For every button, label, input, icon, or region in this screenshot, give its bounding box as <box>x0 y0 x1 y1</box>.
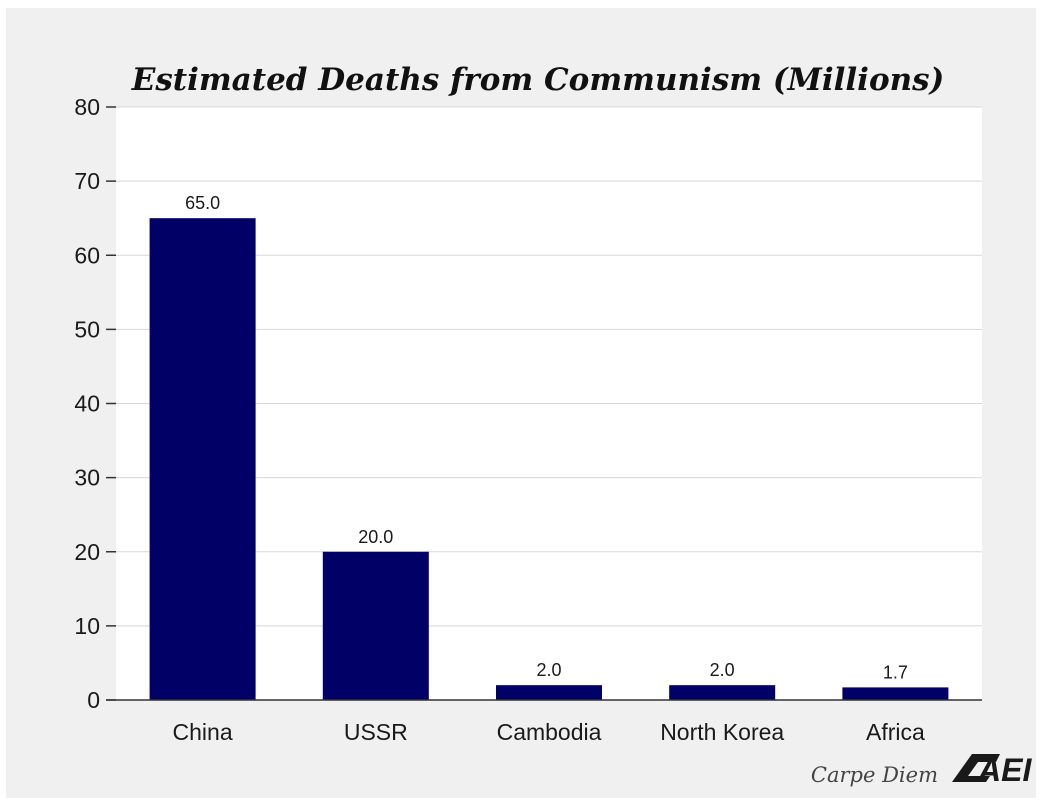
data-label: 2.0 <box>710 660 735 680</box>
y-tick-label: 40 <box>74 391 100 417</box>
bars: 65.0 20.0 2.0 2.0 1.7 <box>149 193 949 700</box>
bar-cambodia <box>496 685 602 700</box>
y-tick-label: 80 <box>74 94 100 120</box>
bar-africa <box>842 687 949 700</box>
y-tick-label: 60 <box>74 242 100 268</box>
x-tick-label: Africa <box>866 719 925 745</box>
data-label: 65.0 <box>185 193 220 213</box>
y-tick-label: 70 <box>74 168 100 194</box>
credit-text: Carpe Diem <box>811 763 938 787</box>
chart-title: Estimated Deaths from Communism (Million… <box>131 62 945 98</box>
bar-china <box>149 218 256 700</box>
x-tick-label: China <box>173 719 233 745</box>
aei-logo-text: AEI <box>977 752 1032 788</box>
y-tick-label: 50 <box>74 316 100 342</box>
bar-north-korea <box>669 685 776 700</box>
aei-logo: AEI <box>952 752 1032 788</box>
data-label: 1.7 <box>883 662 908 682</box>
x-tick-label: USSR <box>344 719 408 745</box>
y-axis: 0 10 20 30 40 50 60 70 80 <box>74 94 116 713</box>
y-tick-label: 0 <box>87 687 100 713</box>
x-tick-label: Cambodia <box>497 719 602 745</box>
y-tick-label: 30 <box>74 465 100 491</box>
gridlines <box>116 106 982 627</box>
bar-ussr <box>322 551 429 700</box>
x-axis: China USSR Cambodia North Korea Africa <box>106 699 982 745</box>
data-label: 2.0 <box>536 660 561 680</box>
x-tick-label: North Korea <box>660 719 784 745</box>
data-label: 20.0 <box>358 527 393 547</box>
y-tick-label: 10 <box>74 613 100 639</box>
y-tick-label: 20 <box>74 539 100 565</box>
